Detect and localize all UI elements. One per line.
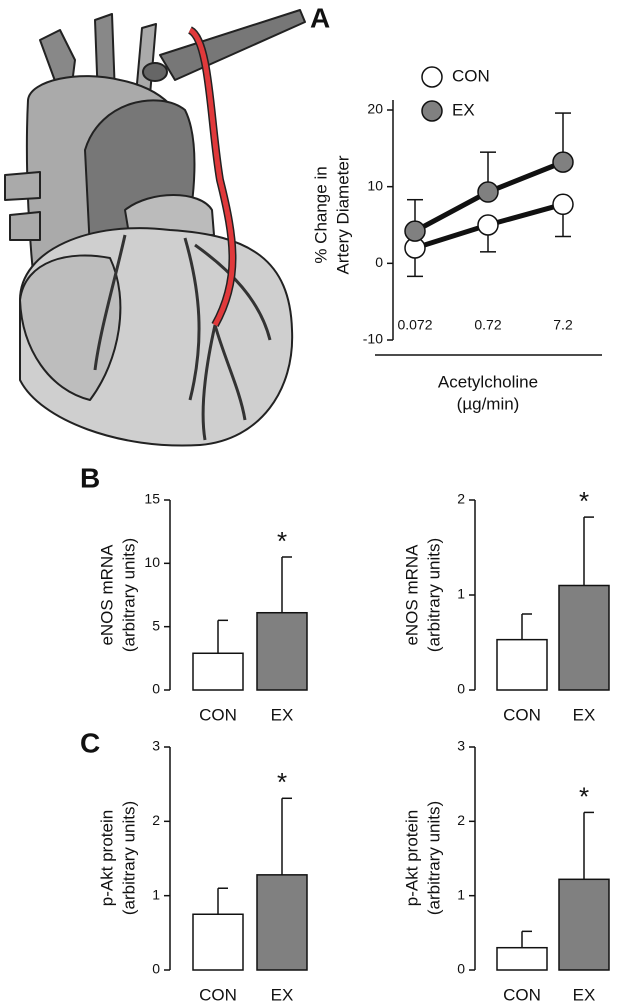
- x-tick-label: EX: [573, 985, 596, 1002]
- y-tick-label: 15: [144, 491, 160, 507]
- y-axis-label: (arbitrary units): [119, 538, 138, 652]
- y-tick-label: 3: [457, 738, 465, 754]
- panel-label: C: [80, 727, 100, 758]
- y-axis-label: (arbitrary units): [424, 538, 443, 652]
- significance-marker: *: [277, 767, 287, 797]
- error-bar: [583, 516, 594, 586]
- marker: [552, 193, 574, 216]
- significance-marker: *: [579, 486, 589, 516]
- y-axis-label: p-Akt protein: [97, 810, 116, 906]
- y-tick-label: 2: [457, 812, 465, 828]
- significance-marker: *: [277, 526, 287, 556]
- error-bar: [521, 930, 532, 948]
- error-bar: [281, 797, 292, 875]
- bar: [192, 652, 244, 691]
- bar: [558, 878, 610, 971]
- y-axis-label: (arbitrary units): [424, 801, 443, 915]
- x-tick-label: 7.2: [553, 317, 573, 333]
- marker: [552, 151, 574, 173]
- y-tick-label: 20: [367, 101, 383, 117]
- bar: [256, 874, 308, 971]
- y-tick-label: -10: [363, 331, 383, 347]
- bar: [496, 946, 548, 971]
- y-tick-label: 0: [152, 681, 160, 697]
- y-axis-label: % Change in: [311, 166, 330, 263]
- y-tick-label: 10: [367, 177, 383, 193]
- error-bar: [217, 619, 228, 654]
- legend-label: CON: [452, 66, 490, 85]
- y-axis-label: p-Akt protein: [402, 810, 421, 906]
- marker: [404, 220, 426, 242]
- y-tick-label: 2: [152, 812, 160, 828]
- heart-illustration: [4, 9, 306, 447]
- y-axis-label: Artery Diameter: [333, 155, 352, 274]
- x-tick-label: EX: [573, 705, 596, 724]
- bar: [496, 638, 548, 691]
- y-tick-label: 1: [457, 886, 465, 902]
- y-tick-label: 2: [457, 491, 465, 507]
- x-tick-label: CON: [199, 705, 237, 724]
- y-axis-label: (arbitrary units): [119, 801, 138, 915]
- legend-marker: [421, 66, 443, 88]
- x-tick-label: CON: [199, 985, 237, 1002]
- x-tick-label: EX: [271, 985, 294, 1002]
- x-tick-label: 0.072: [397, 317, 432, 333]
- bar: [192, 913, 244, 971]
- y-tick-label: 0: [457, 961, 465, 977]
- error-bar: [281, 556, 292, 613]
- y-tick-label: 0: [457, 681, 465, 697]
- marker: [477, 181, 499, 203]
- error-bar: [521, 613, 532, 640]
- y-tick-label: 3: [152, 738, 160, 754]
- y-tick-label: 0: [152, 961, 160, 977]
- bar: [558, 584, 610, 691]
- x-tick-label: 0.72: [474, 317, 501, 333]
- x-tick-label: EX: [271, 705, 294, 724]
- marker: [477, 214, 499, 236]
- x-axis-label: (µg/min): [457, 394, 520, 413]
- legend-marker: [421, 100, 443, 122]
- error-bar: [217, 887, 228, 915]
- x-tick-label: CON: [503, 705, 541, 724]
- y-tick-label: 5: [152, 617, 160, 633]
- y-tick-label: 1: [152, 886, 160, 902]
- y-axis-label: eNOS mRNA: [402, 544, 421, 646]
- significance-marker: *: [579, 781, 589, 811]
- y-tick-label: 10: [144, 554, 160, 570]
- panel-label: A: [310, 2, 330, 33]
- panel-label: B: [80, 462, 100, 493]
- bar: [256, 611, 308, 691]
- y-tick-label: 1: [457, 586, 465, 602]
- legend-label: EX: [452, 100, 475, 119]
- error-bar: [583, 811, 594, 880]
- y-axis-label: eNOS mRNA: [97, 544, 116, 646]
- x-axis-label: Acetylcholine: [438, 372, 538, 391]
- x-tick-label: CON: [503, 985, 541, 1002]
- y-tick-label: 0: [375, 254, 383, 270]
